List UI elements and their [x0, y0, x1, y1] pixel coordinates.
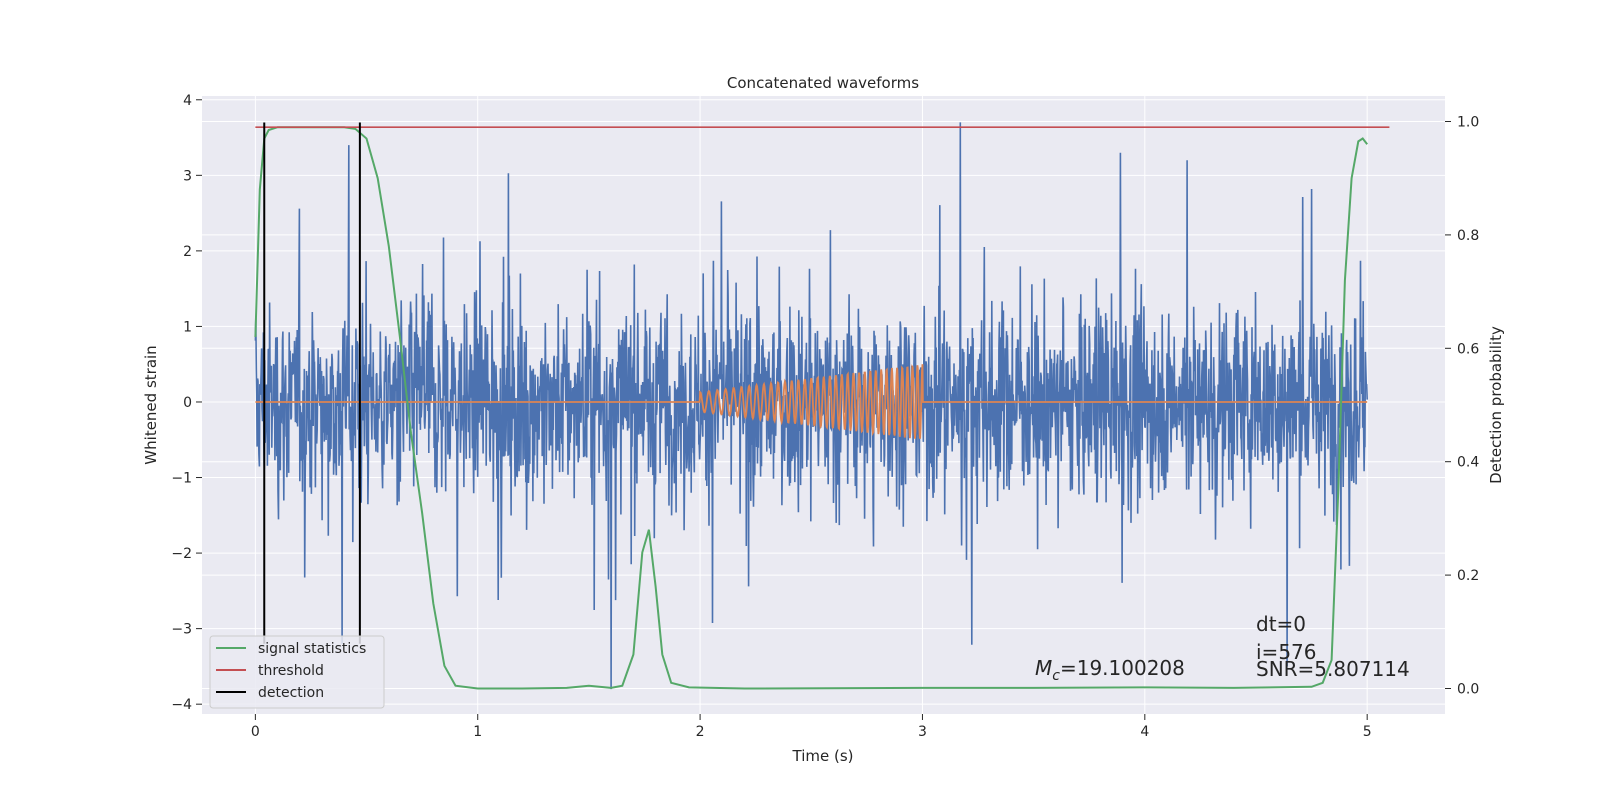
chirp-line	[255, 364, 1368, 439]
legend-box	[209, 635, 385, 709]
strain-line	[254, 122, 1368, 690]
legend: signal statistics threshold detection	[209, 635, 385, 709]
y-tick-label: 4	[183, 93, 192, 109]
legend-label-detection: detection	[258, 685, 324, 701]
x-tick-label: 0	[251, 724, 260, 740]
y-tick-label: 2	[183, 244, 192, 260]
y-right-tick-label: 0.2	[1457, 568, 1479, 584]
x-tick-label: 3	[918, 724, 927, 740]
chirp-series	[255, 364, 1368, 439]
y-tick-label: 1	[183, 319, 192, 335]
snr-annotation: SNR=5.807114	[1256, 657, 1410, 681]
dt-annotation: dt=0	[1256, 612, 1306, 636]
legend-label-signal-statistics: signal statistics	[258, 641, 366, 657]
y-right-tick-label: 0.8	[1457, 228, 1479, 244]
ticks: 0 1 2 3 4 5 4 3 2 1 0 −1 −2 −3 −4 1.0 0.8 0.6 0.4 0.2 0.0	[171, 93, 1479, 740]
chirp-mass-annotation: Mc=19.100208	[1035, 656, 1185, 684]
x-tick-label: 1	[473, 724, 482, 740]
x-tick-label: 2	[696, 724, 705, 740]
y-right-tick-label: 0.0	[1457, 681, 1479, 697]
strain-series	[254, 122, 1368, 690]
y-tick-label: −2	[171, 546, 192, 562]
chart-title: Concatenated waveforms	[727, 74, 919, 92]
y-axis-label: Whitened strain	[142, 345, 160, 464]
y-right-tick-label: 0.4	[1457, 455, 1479, 471]
y-tick-label: −3	[171, 622, 192, 638]
y-tick-label: 3	[183, 168, 192, 184]
x-axis-label: Time (s)	[792, 747, 854, 765]
index-annotation: i=576	[1256, 640, 1317, 664]
y-tick-label: 0	[183, 395, 192, 411]
detection-lines	[263, 122, 361, 644]
y-right-tick-label: 1.0	[1457, 115, 1479, 131]
y-tick-label: −1	[171, 471, 192, 487]
y-axis-label-right: Detection probability	[1487, 326, 1505, 484]
y-right-tick-label: 0.6	[1457, 341, 1479, 357]
legend-label-threshold: threshold	[258, 663, 324, 679]
x-tick-label: 4	[1140, 724, 1149, 740]
x-tick-label: 5	[1363, 724, 1372, 740]
y-tick-label: −4	[171, 697, 192, 713]
